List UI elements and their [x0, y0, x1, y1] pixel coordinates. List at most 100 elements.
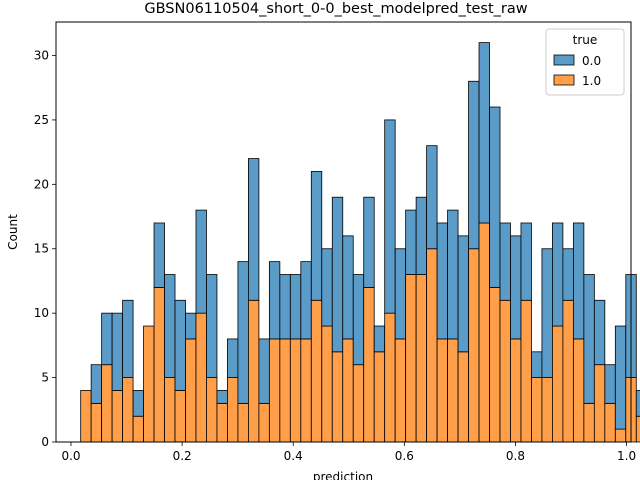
bar-class-0-bin-10 [185, 312, 197, 340]
bar-class-1-bin-8 [164, 377, 176, 443]
bar-class-0-bin-49 [593, 299, 606, 366]
bar-class-0-bin-28 [373, 325, 386, 353]
bar-class-0-bin-1 [90, 364, 103, 404]
bar-class-0-bin-8 [164, 274, 176, 378]
bar-class-1-bin-10 [185, 338, 197, 443]
bar-class-0-bin-33 [426, 145, 438, 250]
y-tick-label: 30 [34, 48, 49, 62]
bar-class-1-bin-1 [90, 402, 103, 443]
bar-class-0-bin-19 [279, 274, 291, 340]
x-tick-label: 0.6 [395, 449, 414, 463]
bar-class-0-bin-16 [247, 158, 260, 301]
bar-class-1-bin-47 [572, 338, 585, 443]
y-tick-label: 25 [34, 113, 49, 127]
bar-class-0-bin-51 [614, 325, 627, 430]
bar-class-0-bin-2 [101, 312, 113, 366]
bar-class-1-bin-4 [122, 377, 134, 443]
x-axis-label: prediction [313, 470, 373, 480]
bar-class-1-bin-29 [384, 312, 396, 443]
bar-class-1-bin-16 [247, 299, 260, 443]
bar-class-0-bin-31 [405, 209, 417, 275]
bar-class-0-bin-39 [489, 106, 501, 288]
bar-class-0-bin-21 [300, 261, 312, 340]
bar-class-1-bin-17 [258, 402, 270, 443]
y-tick-label: 0 [41, 435, 49, 449]
bar-class-1-bin-6 [143, 325, 155, 443]
bar-class-1-bin-22 [310, 299, 323, 443]
y-tick-label: 10 [34, 306, 49, 320]
bar-class-1-bin-3 [111, 390, 124, 443]
bar-class-1-bin-41 [510, 338, 522, 443]
bar-class-1-bin-45 [552, 325, 564, 443]
bar-class-0-bin-44 [541, 248, 553, 378]
bar-class-1-bin-28 [373, 351, 386, 443]
chart-title: GBSN06110504_short_0-0_best_modelpred_te… [144, 1, 527, 17]
bar-class-0-bin-25 [342, 235, 354, 340]
bar-class-0-bin-4 [122, 299, 134, 378]
bar-class-1-bin-11 [195, 312, 207, 443]
bar-class-0-bin-38 [478, 42, 490, 224]
bar-class-0-bin-45 [552, 222, 564, 327]
bar-class-1-bin-32 [415, 274, 428, 443]
bar-class-0-bin-40 [499, 222, 511, 301]
bar-class-0-bin-17 [258, 338, 270, 404]
x-tick-label: 1.0 [617, 449, 636, 463]
bar-class-1-bin-50 [604, 402, 616, 443]
y-tick-label: 15 [34, 242, 49, 256]
bar-class-0-bin-27 [363, 196, 375, 288]
bar-class-0-bin-43 [531, 351, 543, 378]
bar-class-1-bin-2 [101, 364, 113, 443]
bar-class-1-bin-37 [468, 248, 480, 443]
x-axis: 0.0 0.2 0.4 0.6 0.8 1.0 [61, 442, 636, 463]
bar-class-1-bin-39 [489, 286, 501, 443]
y-tick-label: 5 [41, 371, 49, 385]
x-tick-label: 0.2 [173, 449, 192, 463]
bar-class-0-bin-20 [289, 274, 302, 340]
bar-class-0-bin-41 [510, 235, 522, 340]
bar-class-1-bin-31 [405, 274, 417, 443]
legend-swatch-0 [553, 54, 575, 66]
bar-class-1-bin-12 [206, 377, 218, 443]
bar-class-1-bin-40 [499, 299, 511, 443]
bar-class-0-bin-12 [206, 274, 218, 378]
bar-class-0-bin-34 [436, 222, 448, 340]
bar-class-0-bin-47 [572, 222, 585, 340]
bar-class-1-bin-38 [478, 222, 490, 443]
bar-class-0-bin-22 [310, 171, 323, 301]
bar-class-0-bin-53 [635, 390, 640, 417]
bar-class-1-bin-34 [436, 338, 448, 443]
bar-class-0-bin-42 [520, 222, 532, 301]
bar-class-0-bin-3 [111, 312, 124, 391]
bar-class-0-bin-23 [321, 248, 333, 327]
y-axis-label: Count [6, 214, 20, 250]
bar-class-1-bin-30 [394, 338, 407, 443]
bar-class-1-bin-35 [447, 338, 459, 443]
bar-class-0-bin-50 [604, 364, 616, 404]
bar-class-1-bin-53 [635, 415, 640, 443]
bar-class-0-bin-14 [227, 338, 239, 378]
x-tick-label: 0.0 [61, 449, 80, 463]
legend-swatch-1 [553, 74, 575, 86]
bar-class-0-bin-30 [394, 248, 407, 340]
bar-class-0-bin-13 [216, 390, 228, 404]
bar-class-1-bin-46 [562, 299, 574, 443]
bar-class-0-bin-46 [562, 248, 574, 301]
bar-class-1-bin-26 [352, 364, 365, 443]
bar-class-1-bin-7 [153, 286, 165, 443]
bar-class-0-bin-7 [153, 222, 165, 288]
bar-class-0-bin-9 [174, 299, 186, 391]
bar-class-1-bin-51 [614, 428, 627, 443]
x-tick-label: 0.4 [284, 449, 303, 463]
bar-class-1-bin-15 [237, 402, 249, 443]
bar-class-1-bin-13 [216, 402, 228, 443]
bar-class-1-bin-0 [80, 390, 92, 443]
bar-class-1-bin-36 [457, 351, 469, 443]
bar-class-1-bin-14 [227, 377, 239, 443]
legend-label-0: 0.0 [582, 54, 601, 68]
y-tick-label: 20 [34, 177, 49, 191]
bar-class-1-bin-23 [321, 325, 333, 443]
bar-class-1-bin-21 [300, 338, 312, 443]
bar-class-0-bin-11 [195, 209, 207, 314]
bar-class-1-bin-20 [289, 338, 302, 443]
